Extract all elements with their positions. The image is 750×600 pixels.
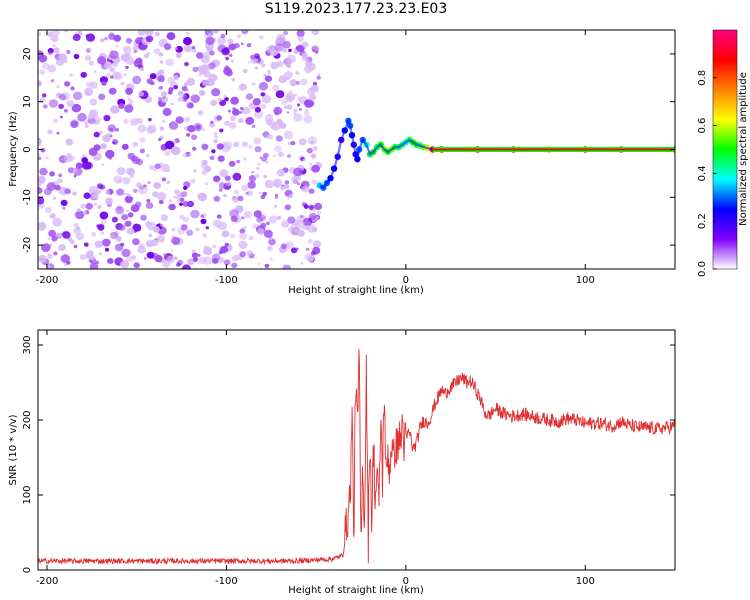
snr-x-tick-label: 0: [403, 576, 409, 587]
snr-x-tick-label: -200: [36, 576, 59, 587]
colorbar-label: Normalized spectral amplitude: [738, 72, 749, 226]
snr-y-tick-label: 100: [22, 485, 33, 504]
spectrogram-x-tick-label: 100: [576, 275, 595, 286]
page-title: S119.2023.177.23.23.E03: [264, 1, 448, 17]
colorbar-tick-label: 0.4: [697, 165, 708, 181]
snr-x-tick-label: 100: [576, 576, 595, 587]
spectrogram-x-tick-label: -100: [215, 275, 238, 286]
snr-y-axis-label: SNR (10 * v/v): [8, 414, 19, 485]
snr-x-tick-label: -100: [215, 576, 238, 587]
spectrogram-y-tick-label: 20: [22, 48, 33, 61]
spectrogram-y-tick-label: -20: [22, 237, 33, 253]
spectrogram-y-tick-label: -10: [22, 189, 33, 205]
colorbar-tick-label: 0.2: [697, 213, 708, 229]
colorbar-tick-label: 0.0: [697, 261, 708, 277]
colorbar-tick-label: 0.6: [697, 118, 708, 134]
snr-y-tick-label: 0: [22, 567, 33, 573]
spectrogram-y-tick-label: 10: [22, 95, 33, 108]
colorbar-gradient: [712, 29, 738, 270]
spectrogram-x-tick-label: -200: [36, 275, 59, 286]
spectrogram-y-axis-label: Frequency (Hz): [8, 111, 19, 187]
noise-speckle: [38, 30, 323, 269]
colorbar-tick-label: 0.8: [697, 70, 708, 86]
snr-frame: [37, 329, 676, 571]
snr-y-tick-label: 300: [22, 335, 33, 354]
spectrogram-x-tick-label: 0: [403, 275, 409, 286]
spectrogram-x-axis-label: Height of straight line (km): [288, 285, 424, 296]
snr-x-axis-label: Height of straight line (km): [288, 585, 424, 596]
signal-ridge: [316, 117, 675, 191]
snr-panel: -200 -100 0 100 0 100 200 300 Height of straigh…: [8, 329, 676, 596]
colorbar: 0.0 0.2 0.4 0.6 0.8 Normalized spectral ampl…: [697, 29, 749, 277]
snr-y-tick-label: 200: [22, 410, 33, 429]
snr-series-line: [38, 348, 675, 566]
spectrogram-y-tick-label: 0: [22, 146, 33, 152]
